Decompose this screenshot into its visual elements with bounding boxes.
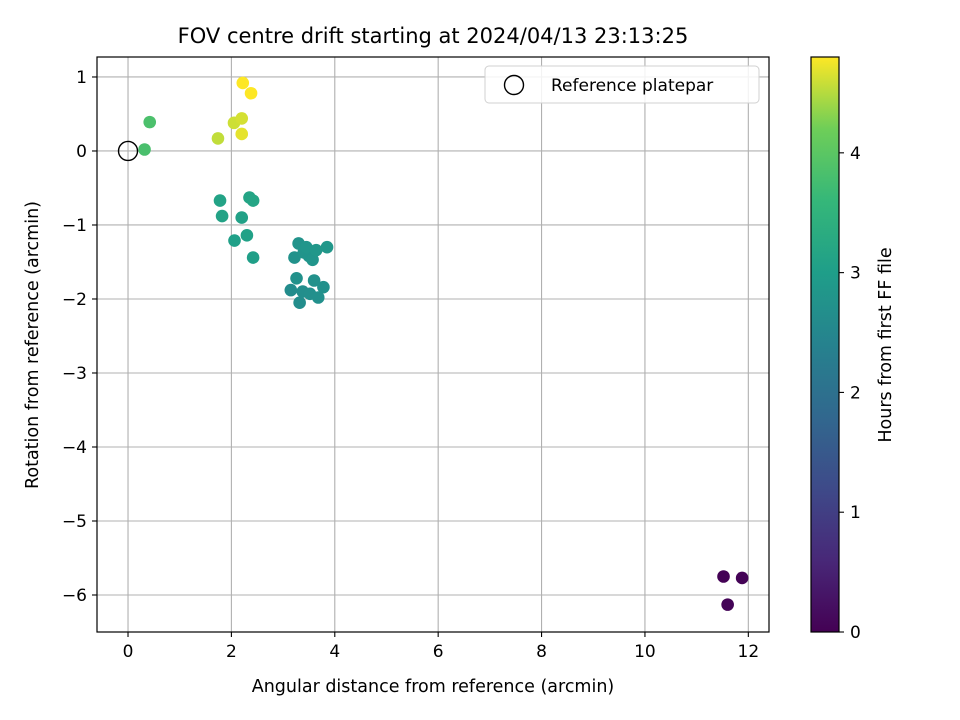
legend: Reference platepar [484, 65, 760, 104]
y-tick-label: −3 [62, 364, 87, 384]
colorbar-tick-label: 1 [850, 503, 861, 523]
data-point [307, 274, 321, 287]
data-point [306, 253, 319, 267]
colorbar-tick-label: 3 [850, 264, 861, 284]
chart-title: FOV centre drift starting at 2024/04/13 … [178, 24, 689, 48]
y-tick-label: −4 [62, 438, 87, 458]
x-tick-label: 2 [226, 642, 237, 662]
x-tick-label: 4 [329, 642, 340, 662]
x-tick-label: 6 [433, 642, 444, 662]
data-point [290, 271, 303, 285]
x-axis-ticks: 0 2 4 6 8 10 12 [123, 632, 760, 662]
x-axis-label: Angular distance from reference (arcmin) [252, 677, 615, 697]
data-point [235, 112, 249, 125]
x-tick-label: 10 [634, 642, 656, 662]
data-point [138, 143, 151, 156]
y-axis-ticks: 1 0 −1 −2 −3 −4 −5 −6 [62, 68, 97, 606]
data-point [717, 570, 730, 583]
data-point [246, 194, 260, 207]
data-point [235, 211, 249, 224]
data-point [721, 598, 734, 611]
colorbar-gradient [810, 56, 840, 633]
data-point [244, 86, 258, 100]
data-point [215, 209, 229, 223]
colorbar-tick-label: 0 [850, 623, 861, 643]
data-point [288, 251, 301, 264]
data-point [735, 571, 749, 585]
reference-platepar-marker [117, 140, 139, 162]
data-point [293, 296, 306, 309]
x-tick-label: 8 [536, 642, 547, 662]
colorbar-ticks: 0 1 2 3 4 [839, 144, 861, 643]
data-point [317, 280, 330, 294]
data-point [300, 240, 313, 254]
y-tick-label: −2 [62, 290, 87, 310]
data-point [309, 243, 323, 257]
legend-entry-reference-platepar: Reference platepar [551, 76, 713, 96]
data-point [143, 115, 157, 129]
data-point [311, 291, 325, 304]
y-tick-label: −6 [62, 586, 87, 606]
y-axis-label: Rotation from reference (arcmin) [23, 201, 43, 489]
plot-frame [96, 56, 770, 633]
legend-box [484, 65, 760, 104]
y-tick-label: 0 [76, 142, 87, 162]
x-tick-label: 0 [123, 642, 134, 662]
y-tick-label: −5 [62, 512, 87, 532]
colorbar: 0 1 2 3 4 Hours from first FF file [810, 56, 896, 643]
y-tick-label: −1 [62, 216, 87, 236]
data-point [235, 127, 249, 141]
data-point [211, 132, 225, 145]
colorbar-tick-label: 4 [850, 144, 861, 164]
data-point [240, 229, 254, 242]
data-point [284, 283, 298, 297]
data-points [138, 76, 749, 611]
data-point [320, 240, 334, 254]
data-point [236, 76, 250, 90]
x-tick-label: 12 [738, 642, 760, 662]
colorbar-tick-label: 2 [850, 383, 861, 403]
data-point [246, 251, 260, 264]
colorbar-label: Hours from first FF file [876, 247, 896, 442]
grid-lines [97, 57, 769, 632]
data-point [213, 194, 227, 207]
legend-marker [503, 74, 525, 96]
data-point [228, 234, 241, 247]
y-tick-label: 1 [76, 68, 87, 88]
